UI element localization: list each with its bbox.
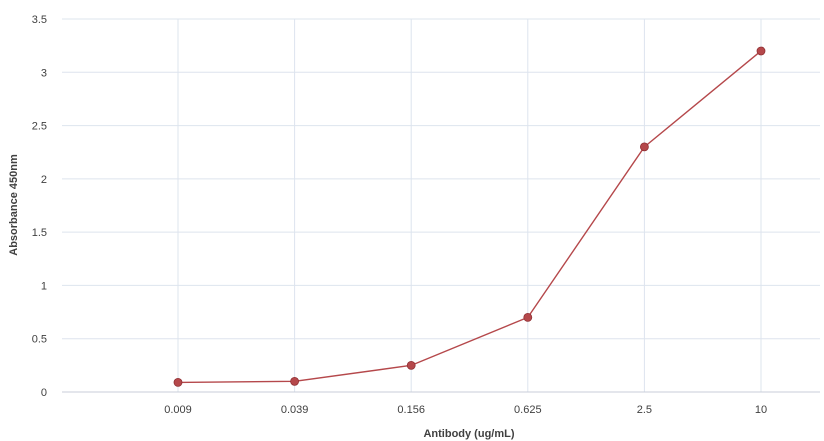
data-point [173, 378, 183, 387]
grid [62, 18, 820, 392]
y-tick-label: 2 [41, 174, 47, 186]
y-tick-label: 2.5 [32, 121, 47, 133]
x-tick-label: 0.156 [397, 404, 425, 416]
x-tick-label: 2.5 [637, 404, 652, 416]
data-point [523, 312, 533, 322]
y-tick-label: 0.5 [32, 334, 47, 346]
x-axis-title: Antibody (ug/mL) [423, 428, 514, 440]
x-tick-label: 0.625 [514, 404, 542, 416]
x-tick-label: 10 [755, 404, 767, 416]
tick-labels: 0 0.5 1 1.5 2 2.5 3 3.5 0.009 0.039 0.156 0.625 2.5 1… [32, 14, 767, 416]
x-tick-label: 0.009 [164, 404, 192, 416]
y-tick-label: 1 [41, 280, 47, 292]
data-point [406, 360, 416, 370]
y-tick-label: 0 [41, 387, 47, 399]
series-line [177, 50, 762, 384]
data-point [756, 46, 766, 56]
y-axis-title: Absorbance 450nm [8, 154, 20, 256]
data-point [290, 376, 300, 386]
y-tick-label: 3 [41, 67, 47, 79]
y-tick-label: 3.5 [32, 14, 47, 26]
series-layer [173, 46, 766, 387]
data-point [640, 142, 649, 152]
y-tick-label: 1.5 [32, 227, 47, 239]
x-tick-label: 0.039 [281, 404, 309, 416]
